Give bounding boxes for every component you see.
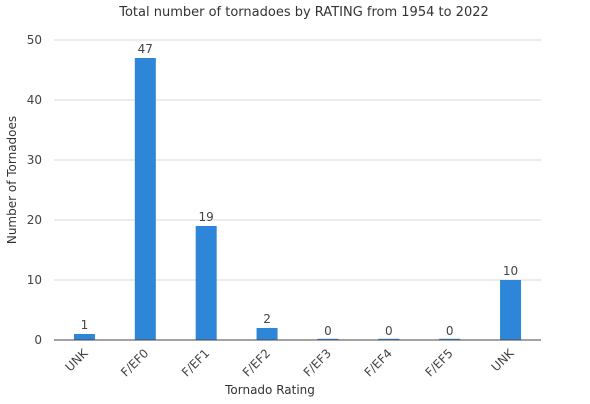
bar [317,338,339,340]
x-axis-title: Tornado Rating [224,383,315,397]
x-tick-label: UNK [63,345,92,374]
bar [134,58,156,340]
x-tick-label: F/EF5 [423,346,456,379]
y-axis-ticks: 0 10 20 30 40 50 [27,33,42,347]
x-tick-label: F/EF2 [240,346,273,379]
x-tick-label: UNK [489,345,518,374]
y-axis-title: Number of Tornadoes [5,116,19,244]
bar [73,334,95,340]
x-axis-ticks: UNK F/EF0 F/EF1 F/EF2 F/EF3 F/EF4 F/EF5 UNK [63,345,518,379]
data-label: 0 [385,324,393,338]
y-tick-label: 50 [27,33,42,47]
bar [378,338,400,340]
bar [195,226,217,340]
data-label: 10 [503,264,518,278]
y-tick-label: 20 [27,213,42,227]
y-tick-label: 40 [27,93,42,107]
bar [439,338,461,340]
x-tick-label: F/EF4 [362,346,395,379]
x-tick-label: F/EF1 [179,346,212,379]
data-label: 0 [324,324,332,338]
x-tick-label: F/EF0 [118,346,151,379]
bar [256,328,278,340]
data-label: 2 [263,312,271,326]
y-tick-label: 0 [34,333,42,347]
y-tick-label: 30 [27,153,42,167]
data-label: 47 [138,42,153,56]
chart-title: Total number of tornadoes by RATING from… [118,5,489,20]
bar [500,280,522,340]
x-tick-label: F/EF3 [301,346,334,379]
data-label: 0 [446,324,454,338]
data-label: 19 [199,210,214,224]
bars [73,58,522,340]
data-label: 1 [81,318,89,332]
gridlines [54,39,541,281]
data-labels: 1 47 19 2 0 0 0 10 [81,42,519,338]
y-tick-label: 10 [27,273,42,287]
